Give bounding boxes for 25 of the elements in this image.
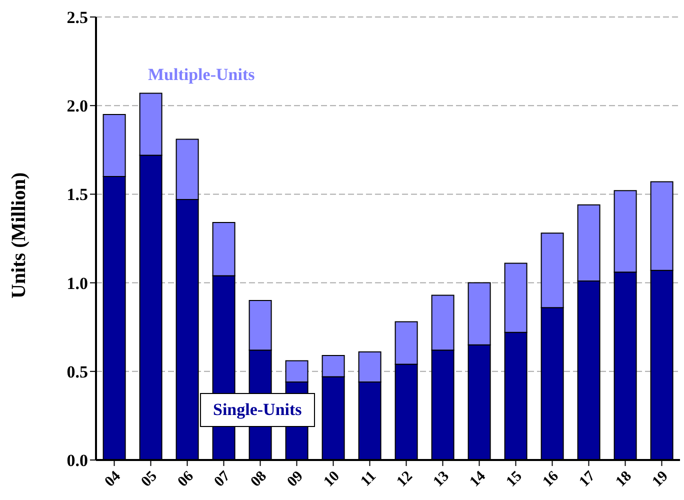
x-tick-label: 12 [394, 468, 416, 490]
y-tick-label: 1.0 [66, 274, 88, 293]
series-label: Single-Units [200, 393, 315, 427]
x-tick-label: 18 [612, 468, 635, 490]
y-tick-label: 0.5 [66, 362, 88, 382]
x-tick-label: 17 [576, 468, 599, 490]
y-tick-label: 2.5 [66, 8, 88, 28]
x-tick-label: 08 [248, 468, 270, 490]
x-tick-label: 11 [358, 468, 380, 490]
x-tick-label: 06 [174, 468, 198, 490]
series-label: Multiple-Units [148, 65, 255, 85]
x-tick-label: 09 [284, 468, 306, 490]
x-tick-label: 05 [138, 468, 160, 490]
x-tick-label: 15 [503, 468, 526, 490]
x-tick-label: 07 [211, 468, 234, 490]
y-tick-label: 2.0 [66, 96, 88, 116]
x-tick-label: 16 [540, 468, 562, 490]
y-tick-label: 0.0 [66, 451, 88, 470]
x-tick-label: 10 [320, 468, 343, 490]
x-tick-label: 13 [430, 468, 452, 490]
y-tick-label: 1.5 [66, 185, 88, 204]
x-tick-label: 19 [649, 468, 672, 490]
x-tick-label: 14 [466, 468, 490, 490]
x-tick-label: 04 [102, 468, 124, 490]
y-axis-title: Units (Million) [8, 172, 30, 298]
